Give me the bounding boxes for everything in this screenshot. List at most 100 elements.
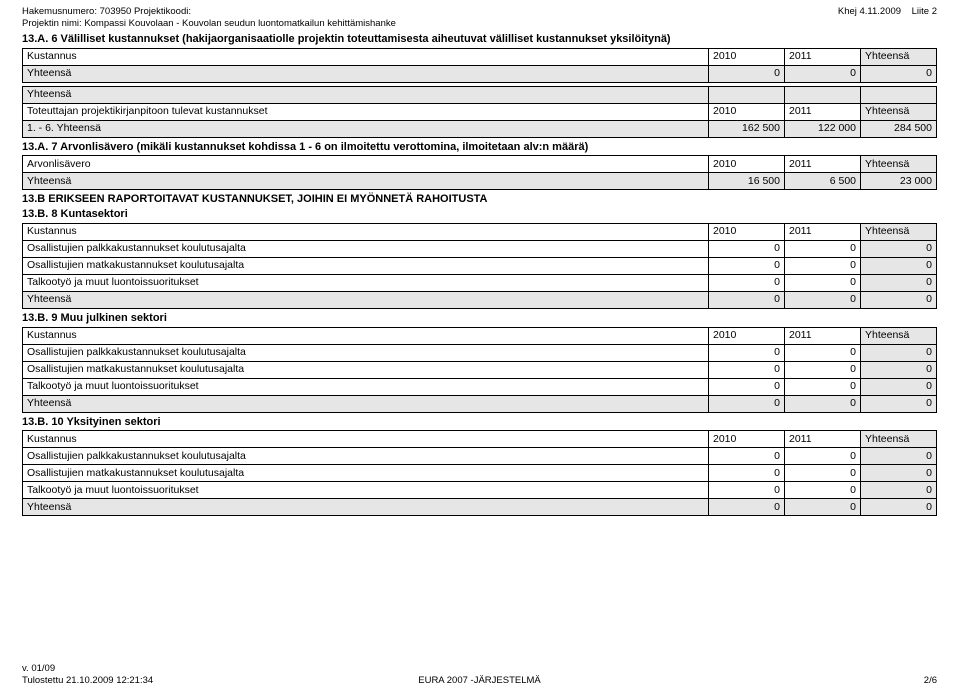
cell: 0 bbox=[709, 482, 785, 499]
cell: 0 bbox=[861, 291, 937, 308]
cell: 2010 bbox=[709, 327, 785, 344]
cell bbox=[785, 86, 861, 103]
footer-version: v. 01/09 bbox=[22, 663, 153, 675]
cell: 2010 bbox=[709, 223, 785, 240]
table-13a7: Arvonlisävero 2010 2011 Yhteensä Yhteens… bbox=[22, 155, 937, 190]
cell: 0 bbox=[709, 344, 785, 361]
cell: 0 bbox=[861, 361, 937, 378]
cell-sum-label: Yhteensä bbox=[23, 173, 709, 190]
cell: 0 bbox=[861, 344, 937, 361]
footer-center: EURA 2007 -JÄRJESTELMÄ bbox=[22, 675, 937, 687]
cell: 23 000 bbox=[861, 173, 937, 190]
cell: 2010 bbox=[709, 431, 785, 448]
cell: 0 bbox=[785, 291, 861, 308]
cell: Yhteensä bbox=[861, 223, 937, 240]
table-13b8: Kustannus 2010 2011 Yhteensä Osallistuji… bbox=[22, 223, 937, 309]
cell: 0 bbox=[709, 274, 785, 291]
meta-line2-val: Kompassi Kouvolaan - Kouvolan seudun luo… bbox=[84, 18, 396, 29]
cell: 0 bbox=[785, 465, 861, 482]
cell: 0 bbox=[785, 361, 861, 378]
section-13a7-title: 13.A. 7 Arvonlisävero (mikäli kustannuks… bbox=[22, 141, 937, 155]
cell: Talkootyö ja muut luontoissuoritukset bbox=[23, 274, 709, 291]
cell: 0 bbox=[709, 378, 785, 395]
cell: 0 bbox=[785, 499, 861, 516]
cell: 0 bbox=[861, 499, 937, 516]
meta-line1-label: Hakemusnumero: bbox=[22, 6, 97, 17]
cell: Yhteensä bbox=[861, 431, 937, 448]
cell: 122 000 bbox=[785, 120, 861, 137]
cell: 0 bbox=[861, 378, 937, 395]
section-13a6-title: 13.A. 6 Välilliset kustannukset (hakijao… bbox=[22, 33, 937, 47]
cell: Osallistujien matkakustannukset koulutus… bbox=[23, 257, 709, 274]
cell: Osallistujien palkkakustannukset koulutu… bbox=[23, 344, 709, 361]
cell: 0 bbox=[785, 482, 861, 499]
cell: 0 bbox=[785, 257, 861, 274]
cell: 0 bbox=[709, 240, 785, 257]
meta-right: Khej 4.11.2009 Liite 2 bbox=[838, 6, 937, 18]
meta-line1b-label: Projektikoodi: bbox=[134, 6, 191, 17]
cell: Yhteensä bbox=[861, 156, 937, 173]
cell: 2011 bbox=[785, 431, 861, 448]
cell: 2011 bbox=[785, 103, 861, 120]
cell: 284 500 bbox=[861, 120, 937, 137]
meta-right-1: Khej 4.11.2009 bbox=[838, 6, 901, 17]
cell: 0 bbox=[785, 395, 861, 412]
cell-tot-hdr: Yhteensä bbox=[861, 48, 937, 65]
cell: 0 bbox=[709, 257, 785, 274]
cell: 2011 bbox=[785, 327, 861, 344]
cell-sum-label: Yhteensä bbox=[23, 65, 709, 82]
cell: 0 bbox=[861, 482, 937, 499]
table-13b9: Kustannus 2010 2011 Yhteensä Osallistuji… bbox=[22, 327, 937, 413]
cell-title: Toteuttajan projektikirjanpitoon tulevat… bbox=[23, 103, 709, 120]
cell: 0 bbox=[861, 240, 937, 257]
section-13b8-title: 13.B. 8 Kuntasektori bbox=[22, 208, 937, 222]
cell: 0 bbox=[709, 395, 785, 412]
cell: Yhteensä bbox=[861, 103, 937, 120]
cell: 16 500 bbox=[709, 173, 785, 190]
cell: 0 bbox=[785, 378, 861, 395]
cell: Yhteensä bbox=[23, 86, 709, 103]
section-13b10-title: 13.B. 10 Yksityinen sektori bbox=[22, 416, 937, 430]
cell: Osallistujien palkkakustannukset koulutu… bbox=[23, 240, 709, 257]
cell-label: Kustannus bbox=[23, 327, 709, 344]
footer: v. 01/09 Tulostettu 21.10.2009 12:21:34 … bbox=[22, 663, 937, 687]
cell-rowlabel: 1. - 6. Yhteensä bbox=[23, 120, 709, 137]
meta-line2-label: Projektin nimi: bbox=[22, 18, 82, 29]
cell-label: Arvonlisävero bbox=[23, 156, 709, 173]
cell: 0 bbox=[785, 344, 861, 361]
cell: Osallistujien palkkakustannukset koulutu… bbox=[23, 448, 709, 465]
cell: 0 bbox=[709, 361, 785, 378]
cell-label: Kustannus bbox=[23, 223, 709, 240]
cell: 162 500 bbox=[709, 120, 785, 137]
cell: 0 bbox=[785, 240, 861, 257]
meta-line1-val: 703950 bbox=[100, 6, 132, 17]
cell: 2010 bbox=[709, 156, 785, 173]
cell-y1-hdr: 2010 bbox=[709, 48, 785, 65]
cell: Yhteensä bbox=[861, 327, 937, 344]
cell-label: Kustannus bbox=[23, 431, 709, 448]
meta-block: Hakemusnumero: 703950 Projektikoodi: Pro… bbox=[22, 6, 396, 30]
cell: 2011 bbox=[785, 223, 861, 240]
cell: Talkootyö ja muut luontoissuoritukset bbox=[23, 482, 709, 499]
cell bbox=[709, 86, 785, 103]
cell: 0 bbox=[861, 395, 937, 412]
section-13b-heading: 13.B ERIKSEEN RAPORTOITAVAT KUSTANNUKSET… bbox=[22, 193, 937, 207]
cell-label: Kustannus bbox=[23, 48, 709, 65]
table-13a6: Kustannus 2010 2011 Yhteensä Yhteensä 0 … bbox=[22, 48, 937, 83]
meta-right-2: Liite 2 bbox=[912, 6, 937, 17]
cell: 0 bbox=[861, 465, 937, 482]
cell: Osallistujien matkakustannukset koulutus… bbox=[23, 361, 709, 378]
cell: 0 bbox=[861, 448, 937, 465]
cell: Talkootyö ja muut luontoissuoritukset bbox=[23, 378, 709, 395]
table-yht: Yhteensä Toteuttajan projektikirjanpitoo… bbox=[22, 86, 937, 138]
cell: 0 bbox=[785, 65, 861, 82]
cell-y2-hdr: 2011 bbox=[785, 48, 861, 65]
cell-sum-label: Yhteensä bbox=[23, 499, 709, 516]
table-13b10: Kustannus 2010 2011 Yhteensä Osallistuji… bbox=[22, 430, 937, 516]
cell: 0 bbox=[785, 448, 861, 465]
cell: 0 bbox=[709, 499, 785, 516]
cell: 0 bbox=[785, 274, 861, 291]
cell: 2011 bbox=[785, 156, 861, 173]
cell: 0 bbox=[861, 257, 937, 274]
cell: 0 bbox=[709, 448, 785, 465]
